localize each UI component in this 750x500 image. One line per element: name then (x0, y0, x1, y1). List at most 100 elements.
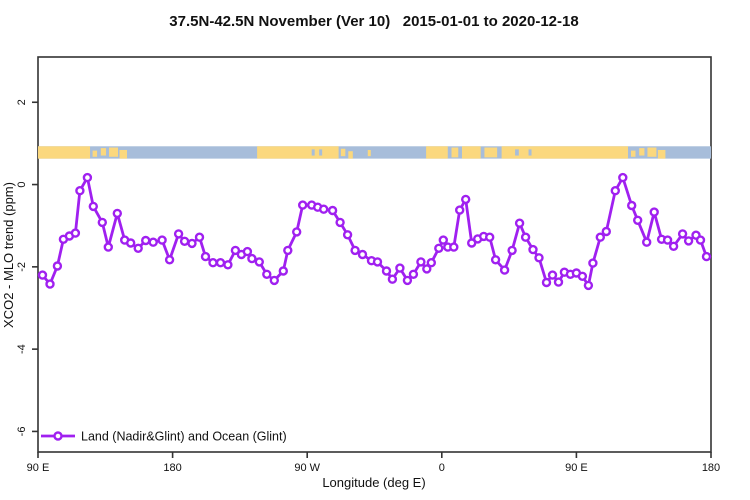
land-segment (38, 146, 91, 159)
land-segment (257, 146, 339, 159)
data-point (45, 279, 55, 289)
data-point (583, 280, 594, 291)
data-point (215, 258, 226, 268)
land-segment (367, 149, 371, 157)
data-point (683, 236, 694, 246)
data-point (342, 230, 353, 240)
land-segment (451, 147, 459, 158)
data-point (97, 217, 108, 228)
data-point (200, 251, 211, 262)
data-point (70, 228, 81, 238)
land-segment (426, 146, 448, 159)
land-segment (647, 147, 657, 157)
data-point (164, 255, 175, 265)
data-point (357, 249, 368, 260)
inland-water-segment (311, 149, 315, 156)
data-point (422, 264, 432, 274)
data-point (247, 253, 257, 264)
data-point (103, 242, 114, 252)
data-point (528, 244, 538, 255)
data-point (668, 241, 679, 252)
land-segment (461, 146, 481, 159)
inland-water-segment (319, 149, 323, 156)
data-point (633, 215, 643, 226)
data-point (455, 205, 465, 215)
data-point (499, 265, 510, 275)
land-segment (630, 150, 636, 157)
data-point (610, 185, 620, 196)
land-segment (119, 149, 127, 159)
data-point (75, 185, 85, 196)
x-axis-ticks: 90 E 180 90 W 0 90 E 180 (27, 452, 720, 474)
data-point (520, 232, 531, 242)
inland-water-segment (528, 149, 532, 156)
data-point (254, 257, 264, 267)
y-tick-label: 0 (16, 181, 28, 187)
data-point (112, 208, 123, 219)
land-segment (484, 147, 498, 158)
data-point (335, 217, 345, 228)
y-axis-ticks: 2 0 -2 -4 -6 (16, 99, 38, 436)
data-point (327, 205, 338, 216)
x-axis-label: Longitude (deg E) (322, 475, 425, 490)
data-point (426, 258, 436, 268)
data-point (438, 235, 448, 245)
x-tick-label: 180 (163, 462, 181, 474)
data-point (173, 229, 184, 239)
data-point (588, 258, 598, 268)
data-point (642, 237, 652, 247)
data-point (662, 235, 673, 245)
data-point (125, 238, 136, 248)
y-tick-label: -2 (16, 262, 28, 272)
data-point (449, 242, 459, 252)
data-point (402, 275, 413, 286)
data-point (395, 263, 405, 273)
legend-marker-icon (53, 431, 63, 441)
data-point (514, 218, 525, 228)
data-point (649, 207, 659, 217)
data-point (223, 260, 233, 270)
data-point (695, 235, 706, 245)
data-point (577, 271, 588, 281)
data-point (618, 172, 628, 183)
data-point (283, 245, 293, 256)
chart-title: 37.5N-42.5N November (Ver 10) 2015-01-01… (169, 13, 578, 30)
data-point (553, 277, 564, 287)
data-point (461, 194, 471, 205)
data-point (88, 201, 99, 212)
data-point (490, 255, 501, 265)
data-point (372, 257, 383, 267)
data-point (37, 270, 48, 280)
map-band (38, 146, 711, 159)
y-tick-label: -6 (16, 427, 28, 437)
land-segment (501, 146, 628, 159)
data-point (179, 236, 190, 247)
data-point (298, 200, 308, 210)
data-point (319, 204, 329, 214)
data-point (194, 232, 205, 242)
x-tick-label: 90 E (565, 462, 588, 474)
x-tick-label: 90 W (294, 462, 320, 474)
data-point (292, 227, 302, 237)
inland-water-segment (515, 149, 519, 156)
land-segment (348, 151, 353, 159)
plot-frame (37, 56, 712, 453)
data-point (230, 245, 241, 256)
data-point (416, 257, 426, 267)
data-point (269, 275, 279, 286)
data-point (148, 237, 158, 247)
legend-label: Land (Nadir&Glint) and Ocean (Glint) (81, 430, 287, 444)
data-point (381, 266, 392, 276)
data-point (187, 238, 197, 249)
data-point (278, 266, 288, 276)
land-segment (100, 148, 107, 156)
land-segment (340, 148, 346, 157)
data-point (387, 274, 398, 284)
land-segment (109, 147, 119, 157)
data-point (485, 232, 495, 242)
y-axis-label: XCO2 - MLO trend (ppm) (1, 182, 16, 328)
data-point (350, 245, 360, 256)
data-point (242, 246, 253, 257)
